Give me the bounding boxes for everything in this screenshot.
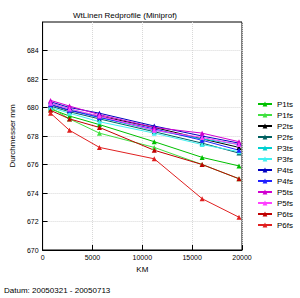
svg-text:P5ts: P5ts <box>277 188 293 197</box>
svg-text:P3fs: P3fs <box>277 155 293 164</box>
svg-text:10000: 10000 <box>133 254 153 261</box>
svg-text:Durchmesser mm: Durchmesser mm <box>8 104 17 167</box>
svg-text:20000: 20000 <box>232 254 252 261</box>
svg-text:0: 0 <box>41 254 45 261</box>
svg-text:P1ts: P1ts <box>277 100 293 109</box>
svg-text:684: 684 <box>27 47 39 54</box>
svg-text:5000: 5000 <box>85 254 101 261</box>
svg-text:P6ts: P6ts <box>277 210 293 219</box>
svg-text:P6fs: P6fs <box>277 221 293 230</box>
svg-text:15000: 15000 <box>182 254 202 261</box>
svg-text:P4fs: P4fs <box>277 177 293 186</box>
svg-text:678: 678 <box>27 133 39 140</box>
svg-text:P4ts: P4ts <box>277 166 293 175</box>
svg-text:P5fs: P5fs <box>277 199 293 208</box>
svg-text:676: 676 <box>27 161 39 168</box>
svg-text:670: 670 <box>27 247 39 254</box>
svg-text:KM: KM <box>136 265 148 274</box>
svg-text:Datum: 20050321 - 20050713: Datum: 20050321 - 20050713 <box>4 286 111 295</box>
svg-text:P3ts: P3ts <box>277 144 293 153</box>
svg-text:P1fs: P1fs <box>277 111 293 120</box>
svg-text:674: 674 <box>27 190 39 197</box>
svg-text:680: 680 <box>27 104 39 111</box>
svg-text:P2ts: P2ts <box>277 122 293 131</box>
svg-text:682: 682 <box>27 76 39 83</box>
svg-text:WtLinen Redprofile (Miniprof): WtLinen Redprofile (Miniprof) <box>73 11 177 20</box>
svg-text:P2fs: P2fs <box>277 133 293 142</box>
svg-text:672: 672 <box>27 218 39 225</box>
